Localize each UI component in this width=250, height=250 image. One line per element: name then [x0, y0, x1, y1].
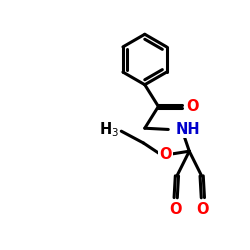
Text: O: O — [170, 202, 182, 217]
Text: H: H — [106, 122, 119, 138]
Text: H$_3$: H$_3$ — [99, 120, 119, 139]
Text: NH: NH — [175, 122, 200, 137]
Text: O: O — [197, 202, 209, 217]
Text: O: O — [160, 148, 172, 162]
Text: O: O — [186, 99, 199, 114]
